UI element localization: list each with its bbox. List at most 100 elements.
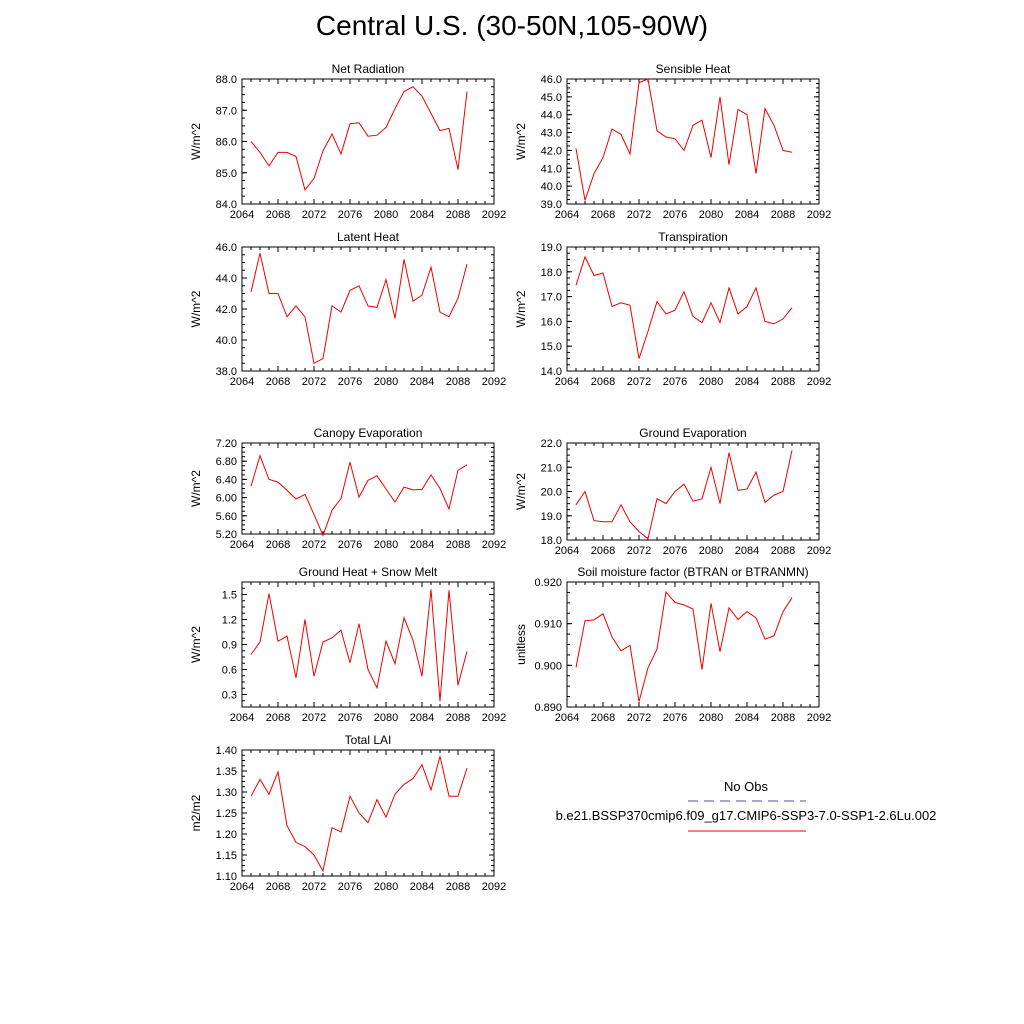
x-tick-label: 2092 xyxy=(482,539,506,551)
x-tick-label: 2072 xyxy=(627,209,651,221)
x-tick-label: 2084 xyxy=(410,881,434,893)
y-tick-label: 42.0 xyxy=(216,304,237,316)
y-tick-label: 18.0 xyxy=(541,535,562,547)
chart-title: Ground Evaporation xyxy=(639,426,746,440)
y-tick-label: 22.0 xyxy=(541,438,562,450)
y-tick-label: 1.15 xyxy=(216,850,237,862)
chart-4: 2064 2068 2072 2076 2080 2084 2088 2092 14.0 15.0… xyxy=(514,230,831,388)
y-tick-label: 44.0 xyxy=(216,273,237,285)
x-tick-label: 2084 xyxy=(735,376,759,388)
y-tick-label: 40.0 xyxy=(541,181,562,193)
y-tick-label: 38.0 xyxy=(216,366,237,378)
x-tick-label: 2072 xyxy=(627,545,651,557)
y-tick-label: 6.80 xyxy=(216,456,237,468)
y-tick-label: 42.0 xyxy=(541,145,562,157)
x-tick-label: 2072 xyxy=(627,712,651,724)
x-tick-label: 2068 xyxy=(591,712,615,724)
y-tick-label: 0.890 xyxy=(534,702,562,714)
y-axis-label: W/m^2 xyxy=(189,290,203,327)
x-tick-label: 2080 xyxy=(374,881,398,893)
x-tick-label: 2076 xyxy=(663,545,687,557)
x-tick-label: 2088 xyxy=(771,712,795,724)
x-tick-label: 2072 xyxy=(302,539,326,551)
x-tick-label: 2084 xyxy=(410,712,434,724)
y-axis-label: unitless xyxy=(514,624,528,665)
x-tick-label: 2092 xyxy=(807,545,831,557)
y-tick-label: 46.0 xyxy=(216,242,237,254)
y-tick-label: 0.3 xyxy=(222,690,237,702)
series-line xyxy=(250,253,468,365)
y-tick-label: 14.0 xyxy=(541,366,562,378)
x-tick-label: 2080 xyxy=(374,376,398,388)
x-tick-label: 2072 xyxy=(302,376,326,388)
x-tick-label: 2076 xyxy=(338,712,362,724)
y-tick-label: 1.30 xyxy=(216,787,237,799)
series-line xyxy=(575,450,793,540)
y-tick-label: 0.9 xyxy=(222,640,237,652)
legend-obs-label: No Obs xyxy=(723,779,769,794)
x-tick-label: 2088 xyxy=(446,539,470,551)
y-tick-label: 1.5 xyxy=(222,590,237,602)
x-tick-label: 2092 xyxy=(807,712,831,724)
y-tick-label: 46.0 xyxy=(541,74,562,86)
x-tick-label: 2076 xyxy=(338,539,362,551)
x-tick-label: 2068 xyxy=(266,376,290,388)
x-tick-label: 2076 xyxy=(663,209,687,221)
y-tick-label: 0.900 xyxy=(534,660,562,672)
x-tick-label: 2088 xyxy=(446,209,470,221)
chart-title: Latent Heat xyxy=(337,230,400,244)
x-tick-label: 2064 xyxy=(230,539,254,551)
series-line xyxy=(575,255,793,359)
x-tick-label: 2092 xyxy=(482,712,506,724)
y-tick-label: 5.60 xyxy=(216,511,237,523)
y-tick-label: 1.10 xyxy=(216,871,237,883)
y-axis-label: W/m^2 xyxy=(189,470,203,507)
y-tick-label: 88.0 xyxy=(216,74,237,86)
x-tick-label: 2092 xyxy=(482,376,506,388)
y-tick-label: 84.0 xyxy=(216,199,237,211)
x-tick-label: 2068 xyxy=(591,545,615,557)
x-tick-label: 2076 xyxy=(338,881,362,893)
y-axis-label: W/m^2 xyxy=(514,290,528,327)
y-axis-label: m2/m2 xyxy=(189,794,203,831)
x-tick-label: 2084 xyxy=(410,539,434,551)
y-tick-label: 0.910 xyxy=(534,619,562,631)
y-tick-label: 0.920 xyxy=(534,577,562,589)
x-tick-label: 2084 xyxy=(410,376,434,388)
chart-title: Total LAI xyxy=(345,733,392,747)
x-tick-label: 2084 xyxy=(735,545,759,557)
x-tick-label: 2076 xyxy=(338,209,362,221)
y-tick-label: 18.0 xyxy=(541,267,562,279)
chart-title: Sensible Heat xyxy=(656,62,731,76)
y-tick-label: 41.0 xyxy=(541,163,562,175)
y-axis-label: W/m^2 xyxy=(514,473,528,510)
y-tick-label: 43.0 xyxy=(541,128,562,140)
x-tick-label: 2068 xyxy=(591,376,615,388)
series-line xyxy=(575,78,793,201)
x-tick-label: 2068 xyxy=(266,539,290,551)
x-tick-label: 2092 xyxy=(807,376,831,388)
x-tick-label: 2092 xyxy=(482,209,506,221)
x-tick-label: 2072 xyxy=(302,881,326,893)
x-tick-label: 2064 xyxy=(555,545,579,557)
y-tick-label: 0.6 xyxy=(222,665,237,677)
x-tick-label: 2064 xyxy=(230,376,254,388)
y-tick-label: 6.40 xyxy=(216,474,237,486)
x-tick-label: 2088 xyxy=(771,209,795,221)
chart-title: Soil moisture factor (BTRAN or BTRANMN) xyxy=(577,565,808,579)
y-tick-label: 5.20 xyxy=(216,529,237,541)
chart-6: 2064 2068 2072 2076 2080 2084 2088 2092 18.0 19.0… xyxy=(514,426,831,557)
y-tick-label: 44.0 xyxy=(541,110,562,122)
y-tick-label: 1.2 xyxy=(222,615,237,627)
y-axis-label: W/m^2 xyxy=(189,626,203,663)
y-tick-label: 45.0 xyxy=(541,92,562,104)
x-tick-label: 2080 xyxy=(374,539,398,551)
x-tick-label: 2088 xyxy=(771,376,795,388)
y-axis-label: W/m^2 xyxy=(189,123,203,160)
x-tick-label: 2068 xyxy=(266,881,290,893)
x-tick-label: 2080 xyxy=(699,209,723,221)
x-tick-label: 2080 xyxy=(374,209,398,221)
y-tick-label: 1.20 xyxy=(216,829,237,841)
x-tick-label: 2080 xyxy=(374,712,398,724)
